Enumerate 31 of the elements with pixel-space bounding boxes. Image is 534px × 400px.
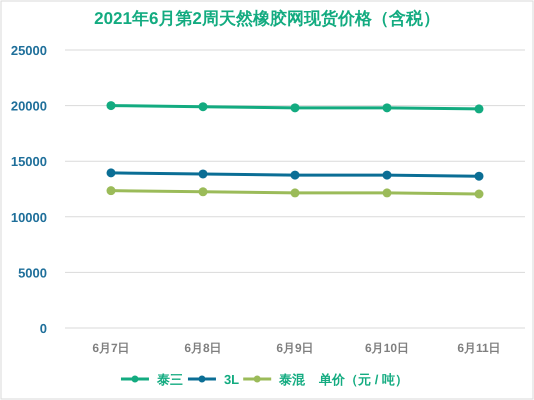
point: [290, 170, 300, 180]
point: [382, 188, 392, 198]
x-tick-label: 6月10日: [364, 341, 410, 355]
legend-title: 单价（元 / 吨）: [318, 372, 408, 387]
point: [382, 103, 392, 112]
x-tick-label: 6月9日: [276, 341, 314, 355]
point: [106, 186, 116, 196]
chart-title: 2021年6月第2周天然橡胶网现货价格（含税）: [94, 9, 440, 28]
point: [198, 169, 208, 178]
y-tick-label: 15000: [10, 154, 47, 170]
point: [106, 101, 116, 110]
y-tick-label: 5000: [18, 265, 47, 280]
y-tick-label: 0: [40, 321, 47, 336]
point: [290, 188, 300, 198]
y-tick-label: 10000: [10, 210, 47, 225]
point: [474, 172, 484, 181]
point: [474, 104, 484, 114]
point: [382, 170, 392, 180]
point: [474, 190, 484, 199]
legend-label: 泰三: [156, 372, 183, 387]
legend-label: 3L: [224, 372, 240, 387]
x-tick-label: 6月11日: [457, 341, 501, 355]
point: [198, 187, 208, 196]
point: [198, 102, 208, 112]
legend-label: 泰混: [278, 372, 306, 387]
point: [290, 103, 300, 112]
x-tick-label: 6月8日: [184, 341, 222, 355]
x-tick-label: 6月7日: [92, 341, 130, 355]
y-tick-label: 25000: [10, 43, 47, 58]
y-tick-label: 20000: [10, 98, 47, 114]
point: [106, 168, 116, 178]
